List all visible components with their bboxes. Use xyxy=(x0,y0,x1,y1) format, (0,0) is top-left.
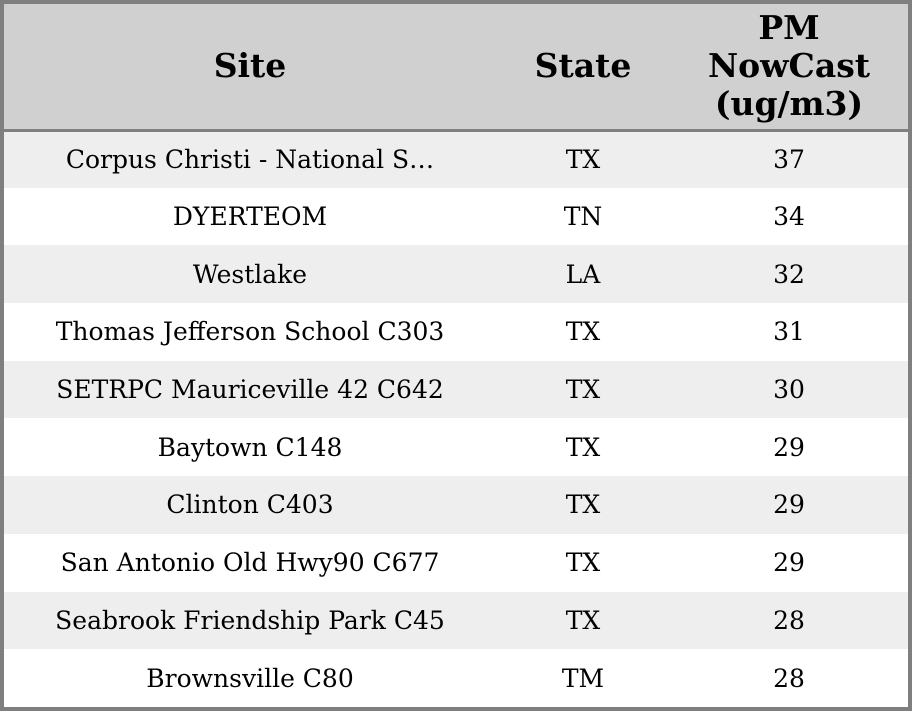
state-cell: TX xyxy=(565,317,601,347)
state-cell: TX xyxy=(565,490,601,520)
table-row: Clinton C403 TX 29 xyxy=(4,476,908,534)
state-cell: TM xyxy=(561,663,605,693)
site-cell: Seabrook Friendship Park C45 xyxy=(55,605,445,635)
table-row: SETRPC Mauriceville 42 C642 TX 30 xyxy=(4,360,908,419)
header-row: Site State PM NowCast (ug/m3) xyxy=(4,4,908,132)
table-row: DYERTEOM TN 34 xyxy=(4,187,908,246)
table-row: San Antonio Old Hwy90 C677 TX 29 xyxy=(4,533,908,592)
state-cell: TX xyxy=(565,145,601,175)
site-cell: Baytown C148 xyxy=(157,432,343,462)
state-cell: TX xyxy=(565,375,601,405)
pm-value-cell: 34 xyxy=(773,202,805,232)
table-row: Baytown C148 TX 29 xyxy=(4,418,908,477)
state-cell: TX xyxy=(565,548,601,578)
table-body: Corpus Christi - National S… TX 37 DYERT… xyxy=(4,130,908,707)
site-cell: Thomas Jefferson School C303 xyxy=(55,317,445,347)
state-cell: TX xyxy=(565,605,601,635)
site-cell: DYERTEOM xyxy=(172,202,328,232)
table-header: Site State PM NowCast (ug/m3) xyxy=(4,4,908,132)
column-header-pm-nowcast: PM NowCast (ug/m3) xyxy=(670,4,908,132)
pm-value-cell: 30 xyxy=(773,375,805,405)
column-header-state-label: State xyxy=(534,46,632,86)
column-header-site: Site xyxy=(4,4,496,132)
site-cell: Clinton C403 xyxy=(166,490,334,520)
table-row: Thomas Jefferson School C303 TX 31 xyxy=(4,303,908,361)
state-cell: LA xyxy=(565,259,601,289)
site-cell: Westlake xyxy=(192,259,308,289)
pm-value-cell: 37 xyxy=(773,145,805,175)
table-row: Brownsville C80 TM 28 xyxy=(4,649,908,707)
table-row: Seabrook Friendship Park C45 TX 28 xyxy=(4,591,908,650)
pm-value-cell: 29 xyxy=(773,432,805,462)
site-cell: Brownsville C80 xyxy=(146,663,354,693)
sites-table: Site State PM NowCast (ug/m3) Corpus Chr… xyxy=(4,4,908,707)
state-cell: TX xyxy=(565,432,601,462)
state-cell: TN xyxy=(563,202,603,232)
site-cell: San Antonio Old Hwy90 C677 xyxy=(60,548,440,578)
pm-value-cell: 31 xyxy=(773,317,805,347)
site-cell: Corpus Christi - National S… xyxy=(65,145,435,175)
pm-value-cell: 29 xyxy=(773,490,805,520)
table-row: Westlake LA 32 xyxy=(4,245,908,304)
pm-value-cell: 28 xyxy=(773,605,805,635)
pm-value-cell: 29 xyxy=(773,548,805,578)
site-cell: SETRPC Mauriceville 42 C642 xyxy=(56,375,444,405)
column-header-site-label: Site xyxy=(213,46,287,86)
pm-value-cell: 28 xyxy=(773,663,805,693)
column-header-state: State xyxy=(496,4,670,132)
column-header-pm-nowcast-label: PM NowCast (ug/m3) xyxy=(707,8,871,124)
table-row: Corpus Christi - National S… TX 37 xyxy=(4,130,908,188)
pm-value-cell: 32 xyxy=(773,259,805,289)
